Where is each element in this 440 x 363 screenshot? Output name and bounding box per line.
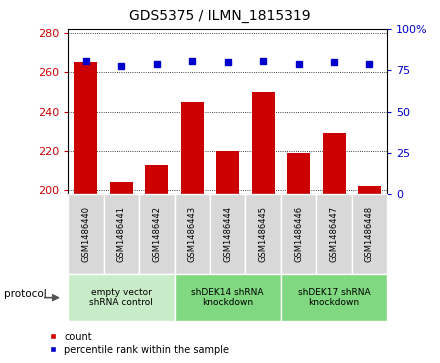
Bar bbox=[74, 62, 97, 194]
Text: shDEK17 shRNA
knockdown: shDEK17 shRNA knockdown bbox=[298, 288, 370, 307]
Text: empty vector
shRNA control: empty vector shRNA control bbox=[89, 288, 153, 307]
Bar bbox=[323, 133, 345, 194]
Text: GSM1486443: GSM1486443 bbox=[188, 206, 197, 262]
Bar bbox=[287, 153, 310, 194]
Text: GSM1486440: GSM1486440 bbox=[81, 206, 91, 262]
Text: GSM1486442: GSM1486442 bbox=[152, 206, 161, 262]
Text: GSM1486441: GSM1486441 bbox=[117, 206, 126, 262]
Text: GSM1486446: GSM1486446 bbox=[294, 206, 303, 262]
Text: protocol: protocol bbox=[4, 289, 47, 299]
Bar bbox=[110, 183, 133, 194]
Bar bbox=[181, 102, 204, 194]
Bar bbox=[358, 186, 381, 194]
Bar bbox=[145, 165, 169, 194]
Bar bbox=[216, 151, 239, 194]
Text: GSM1486445: GSM1486445 bbox=[259, 206, 268, 262]
Text: GSM1486444: GSM1486444 bbox=[223, 206, 232, 262]
Text: shDEK14 shRNA
knockdown: shDEK14 shRNA knockdown bbox=[191, 288, 264, 307]
Text: GDS5375 / ILMN_1815319: GDS5375 / ILMN_1815319 bbox=[129, 9, 311, 23]
Bar bbox=[252, 92, 275, 194]
Text: GSM1486447: GSM1486447 bbox=[330, 206, 338, 262]
Text: GSM1486448: GSM1486448 bbox=[365, 206, 374, 262]
Legend: count, percentile rank within the sample: count, percentile rank within the sample bbox=[49, 331, 229, 355]
